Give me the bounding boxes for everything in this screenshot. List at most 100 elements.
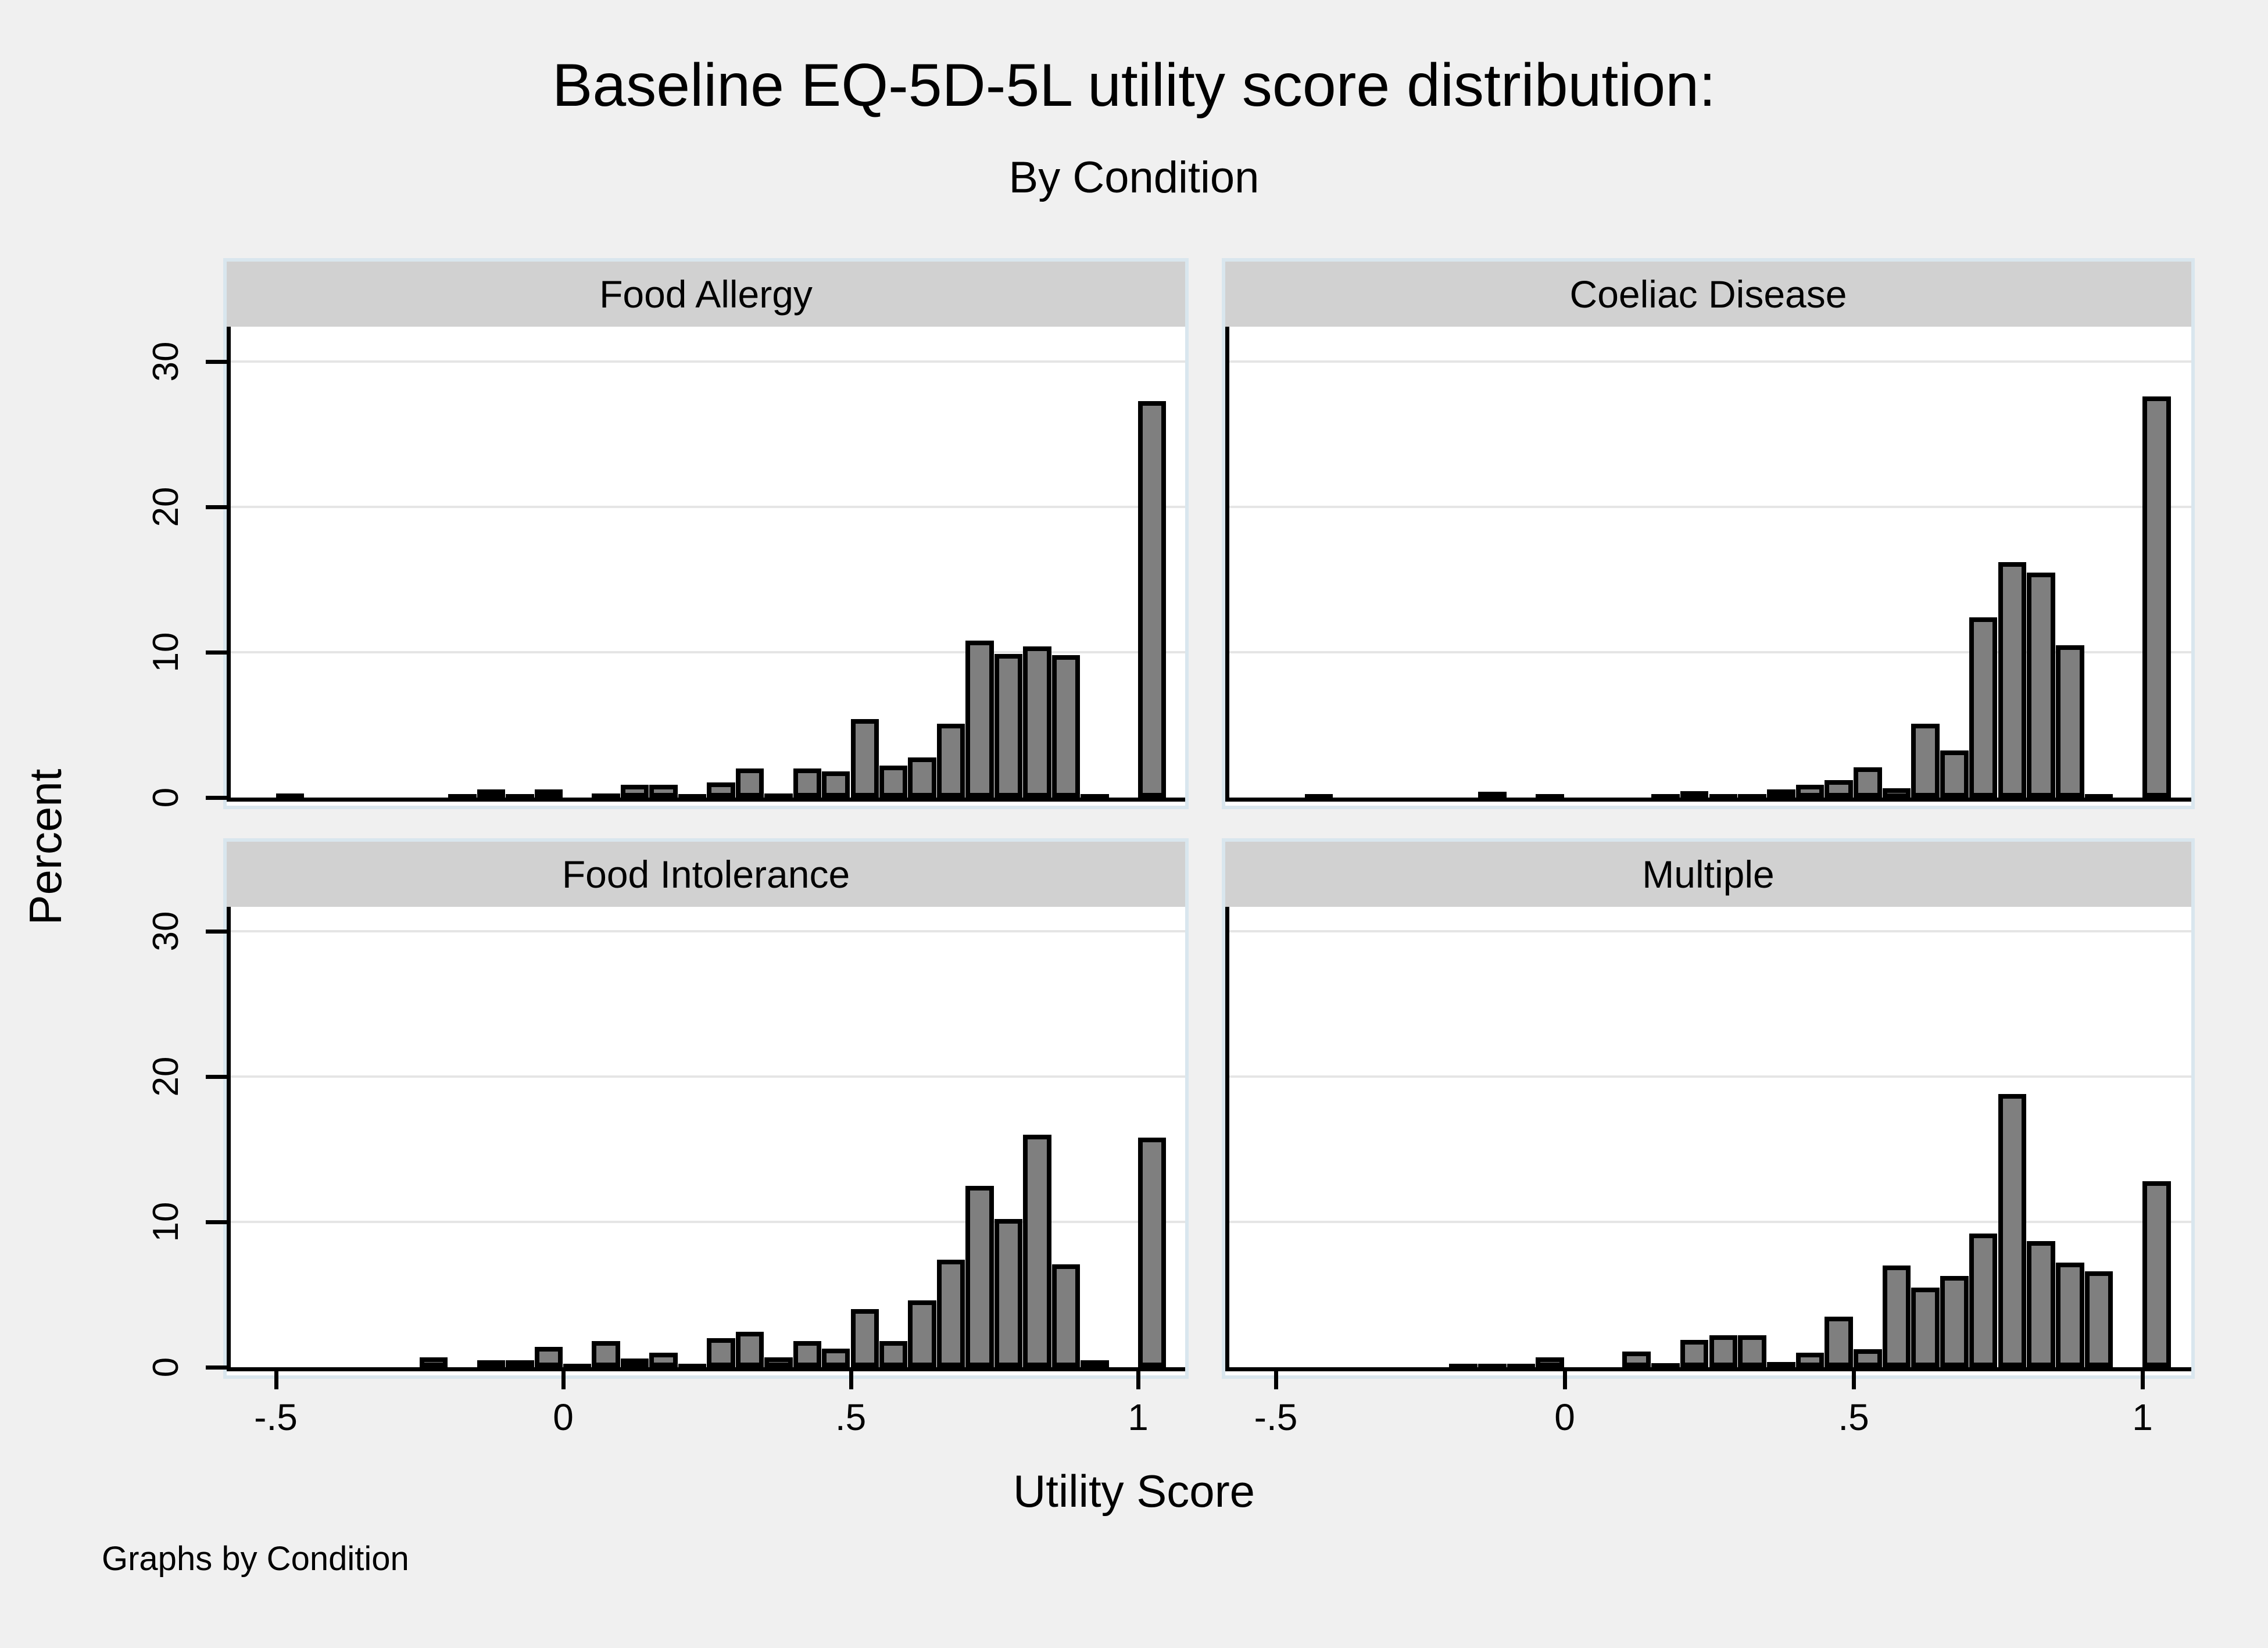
histogram-bar-fill bbox=[1973, 622, 1993, 793]
histogram-bar-fill bbox=[883, 1346, 903, 1363]
y-tick-label: 0 bbox=[146, 1357, 186, 1378]
gridline-10 bbox=[1225, 1221, 2191, 1223]
x-axis-title: Utility Score bbox=[1013, 1465, 1255, 1517]
histogram-bar-fill bbox=[1056, 1268, 1076, 1363]
x-axis-line bbox=[227, 798, 1185, 802]
histogram-bar bbox=[879, 1341, 908, 1367]
histogram-bar-fill bbox=[2060, 1267, 2080, 1363]
plot-area-multiple bbox=[1225, 907, 2191, 1375]
histogram-bar bbox=[735, 768, 764, 798]
histogram-bar bbox=[2055, 1263, 2084, 1367]
histogram-bar bbox=[2142, 1181, 2171, 1367]
histogram-bar bbox=[1536, 794, 1564, 798]
histogram-bar bbox=[1680, 1339, 1709, 1367]
plot-area-coeliac-disease bbox=[1225, 327, 2191, 806]
histogram-bar-fill bbox=[1540, 1361, 1559, 1363]
histogram-bar-fill bbox=[1056, 660, 1076, 793]
graphs-by-note: Graphs by Condition bbox=[102, 1540, 409, 1578]
gridline-30 bbox=[227, 360, 1185, 363]
histogram-bar-fill bbox=[424, 1361, 443, 1363]
histogram-bar bbox=[2084, 1271, 2113, 1367]
y-tick-label: 20 bbox=[146, 487, 186, 527]
histogram-bar bbox=[764, 793, 793, 798]
histogram-bar bbox=[1998, 1094, 2027, 1367]
y-tick-label: 10 bbox=[146, 1202, 186, 1242]
histogram-bar bbox=[1969, 617, 1998, 798]
histogram-bar bbox=[649, 784, 678, 798]
histogram-bar bbox=[1081, 1360, 1109, 1367]
histogram-bar-fill bbox=[1945, 1280, 1964, 1363]
histogram-bar bbox=[936, 723, 965, 798]
histogram-bar bbox=[2084, 794, 2113, 798]
histogram-bar-fill bbox=[769, 1361, 788, 1363]
histogram-bar-fill bbox=[711, 1343, 731, 1363]
gridline-30 bbox=[1225, 360, 2191, 363]
histogram-bar-fill bbox=[2031, 1245, 2051, 1363]
histogram-bar bbox=[678, 1364, 707, 1367]
histogram-bar bbox=[592, 1341, 620, 1367]
plot-area-food-allergy bbox=[227, 327, 1185, 806]
y-axis-line bbox=[1225, 907, 1229, 1371]
histogram-bar bbox=[1680, 791, 1709, 798]
histogram-bar bbox=[1911, 1287, 1940, 1367]
histogram-bar bbox=[793, 768, 822, 798]
histogram-bar-fill bbox=[1627, 1356, 1647, 1363]
histogram-bar bbox=[1940, 1275, 1969, 1367]
histogram-bar bbox=[592, 793, 620, 798]
gridline-20 bbox=[227, 506, 1185, 508]
histogram-bar bbox=[1304, 794, 1333, 798]
histogram-bar-fill bbox=[970, 1190, 989, 1363]
histogram-bar-fill bbox=[999, 1224, 1018, 1363]
histogram-bar bbox=[1138, 1138, 1167, 1367]
histogram-bar-fill bbox=[1887, 1270, 1906, 1363]
x-tick-label: .5 bbox=[1838, 1396, 1869, 1438]
histogram-bar-fill bbox=[1858, 771, 1877, 793]
gridline-10 bbox=[1225, 651, 2191, 653]
histogram-bar bbox=[534, 789, 563, 798]
y-tick-mark bbox=[206, 1220, 227, 1224]
histogram-bar-fill bbox=[654, 1357, 673, 1363]
panel-header-food-allergy: Food Allergy bbox=[227, 262, 1185, 327]
histogram-bar bbox=[477, 789, 506, 798]
histogram-bar-fill bbox=[740, 773, 760, 793]
histogram-bar bbox=[1709, 794, 1738, 798]
panel-header-food-intolerance: Food Intolerance bbox=[227, 842, 1185, 907]
x-axis-line bbox=[1225, 798, 2191, 802]
x-axis-line bbox=[1225, 1367, 2191, 1371]
histogram-bar-fill bbox=[1713, 1340, 1733, 1363]
histogram-bar bbox=[1449, 1364, 1478, 1367]
x-tick-label: 0 bbox=[1554, 1396, 1575, 1438]
histogram-bar bbox=[506, 1360, 534, 1367]
histogram-bar bbox=[965, 641, 994, 798]
histogram-bar-fill bbox=[2147, 1186, 2166, 1363]
histogram-bar-fill bbox=[1829, 1321, 1848, 1363]
histogram-bar-fill bbox=[883, 770, 903, 793]
histogram-bar bbox=[1651, 1363, 1680, 1367]
y-tick-mark bbox=[206, 505, 227, 509]
gridline-30 bbox=[227, 930, 1185, 932]
y-axis-line bbox=[227, 327, 231, 802]
x-tick-mark bbox=[274, 1367, 278, 1389]
histogram-bar-fill bbox=[913, 762, 932, 793]
gridline-20 bbox=[1225, 1075, 2191, 1078]
histogram-bar bbox=[936, 1260, 965, 1367]
histogram-bar bbox=[477, 1360, 506, 1367]
histogram-bar bbox=[879, 766, 908, 798]
y-tick-mark bbox=[206, 796, 227, 800]
histogram-bar bbox=[1023, 646, 1051, 798]
y-tick-label: 0 bbox=[146, 787, 186, 808]
histogram-bar bbox=[649, 1353, 678, 1367]
histogram-bar bbox=[1536, 1357, 1564, 1367]
histogram-bar bbox=[2055, 645, 2084, 798]
histogram-bar bbox=[793, 1341, 822, 1367]
histogram-bar bbox=[1622, 1351, 1651, 1367]
histogram-bar-fill bbox=[1800, 1357, 1820, 1363]
histogram-bar-fill bbox=[740, 1336, 760, 1363]
x-axis-line bbox=[227, 1367, 1185, 1371]
x-tick-label: 1 bbox=[1128, 1396, 1149, 1438]
histogram-bar bbox=[1825, 780, 1853, 798]
gridline-20 bbox=[227, 1075, 1185, 1078]
panel-header-multiple: Multiple bbox=[1225, 842, 2191, 907]
histogram-bar bbox=[1766, 789, 1795, 798]
histogram-bar bbox=[908, 757, 936, 798]
